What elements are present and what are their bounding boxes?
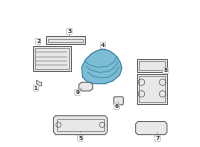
- Polygon shape: [137, 74, 167, 104]
- Polygon shape: [33, 46, 71, 71]
- Text: 3: 3: [67, 29, 71, 36]
- Text: 4: 4: [100, 43, 105, 50]
- Polygon shape: [37, 80, 42, 86]
- Text: 5: 5: [78, 131, 82, 141]
- Polygon shape: [136, 122, 167, 135]
- Polygon shape: [114, 97, 123, 105]
- Polygon shape: [46, 36, 85, 44]
- Text: 6: 6: [115, 102, 119, 109]
- Text: 9: 9: [75, 88, 82, 95]
- Text: 7: 7: [155, 132, 160, 141]
- Polygon shape: [137, 59, 167, 72]
- Polygon shape: [53, 116, 107, 135]
- Text: 1: 1: [34, 84, 38, 91]
- Text: 8: 8: [163, 68, 168, 75]
- Polygon shape: [79, 82, 93, 91]
- Polygon shape: [82, 50, 122, 84]
- Text: 2: 2: [36, 39, 40, 45]
